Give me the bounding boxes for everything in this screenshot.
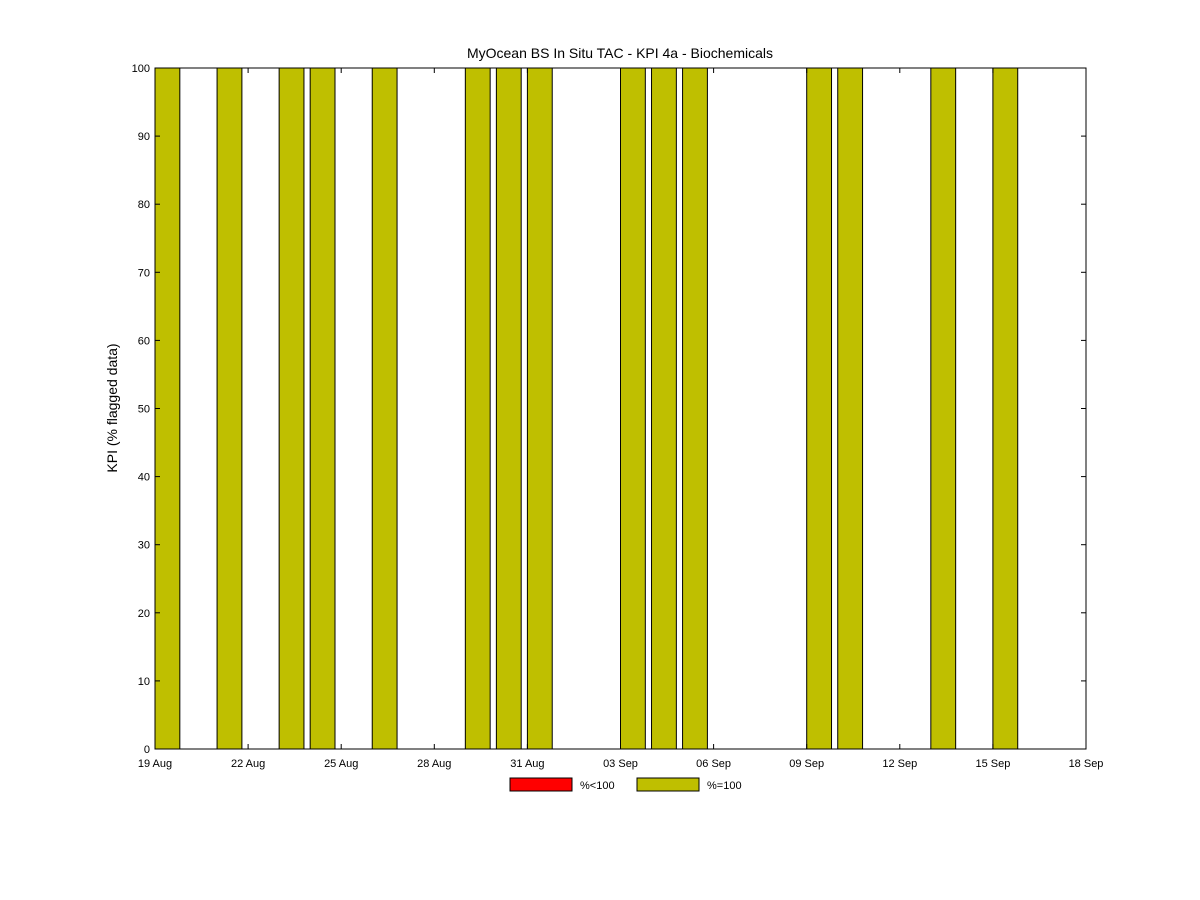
bar [620, 67, 646, 750]
x-tick-label: 25 Aug [324, 758, 358, 770]
bar [930, 67, 957, 750]
bar [837, 67, 864, 750]
legend-label: %=100 [707, 780, 742, 792]
x-axis: 19 Aug 22 Aug 25 Aug 28 Aug 31 Aug 03 Sep 06 S… [138, 68, 1104, 770]
legend-label: %<100 [580, 780, 615, 792]
y-axis-label: KPI (% flagged data) [104, 343, 120, 472]
y-axis: 0 10 20 30 40 50 60 70 80 90 100 [132, 63, 1086, 756]
y-tick-label: 100 [132, 63, 150, 75]
y-tick-label: 70 [138, 267, 150, 279]
x-tick-label: 15 Sep [975, 758, 1010, 770]
bar [495, 67, 522, 750]
bar [992, 67, 1019, 750]
bar [278, 67, 305, 750]
y-tick-label: 40 [138, 472, 150, 484]
y-tick-label: 20 [138, 608, 150, 620]
y-tick-label: 80 [138, 199, 150, 211]
bar [682, 67, 708, 750]
bar [464, 67, 491, 750]
y-tick-label: 10 [138, 676, 150, 688]
x-tick-label: 18 Sep [1069, 758, 1104, 770]
bar [806, 67, 833, 750]
y-tick-label: 60 [138, 335, 150, 347]
bar [371, 67, 398, 750]
x-tick-label: 31 Aug [510, 758, 544, 770]
bar [526, 67, 553, 750]
chart-title: MyOcean BS In Situ TAC - KPI 4a - Bioche… [467, 45, 773, 61]
x-tick-label: 28 Aug [417, 758, 451, 770]
y-tick-label: 0 [144, 744, 150, 756]
bar [651, 67, 677, 750]
legend-swatch [636, 777, 700, 792]
legend-swatch [509, 777, 573, 792]
x-tick-label: 06 Sep [696, 758, 731, 770]
bar [216, 67, 243, 750]
x-tick-label: 12 Sep [882, 758, 917, 770]
y-tick-label: 90 [138, 131, 150, 143]
bars-layer [154, 67, 1019, 750]
x-tick-label: 22 Aug [231, 758, 265, 770]
x-tick-label: 03 Sep [603, 758, 638, 770]
x-tick-label: 19 Aug [138, 758, 172, 770]
y-tick-label: 30 [138, 540, 150, 552]
y-tick-label: 50 [138, 404, 150, 416]
legend: %<100 %=100 [509, 777, 742, 792]
bar [309, 67, 336, 750]
x-tick-label: 09 Sep [789, 758, 824, 770]
